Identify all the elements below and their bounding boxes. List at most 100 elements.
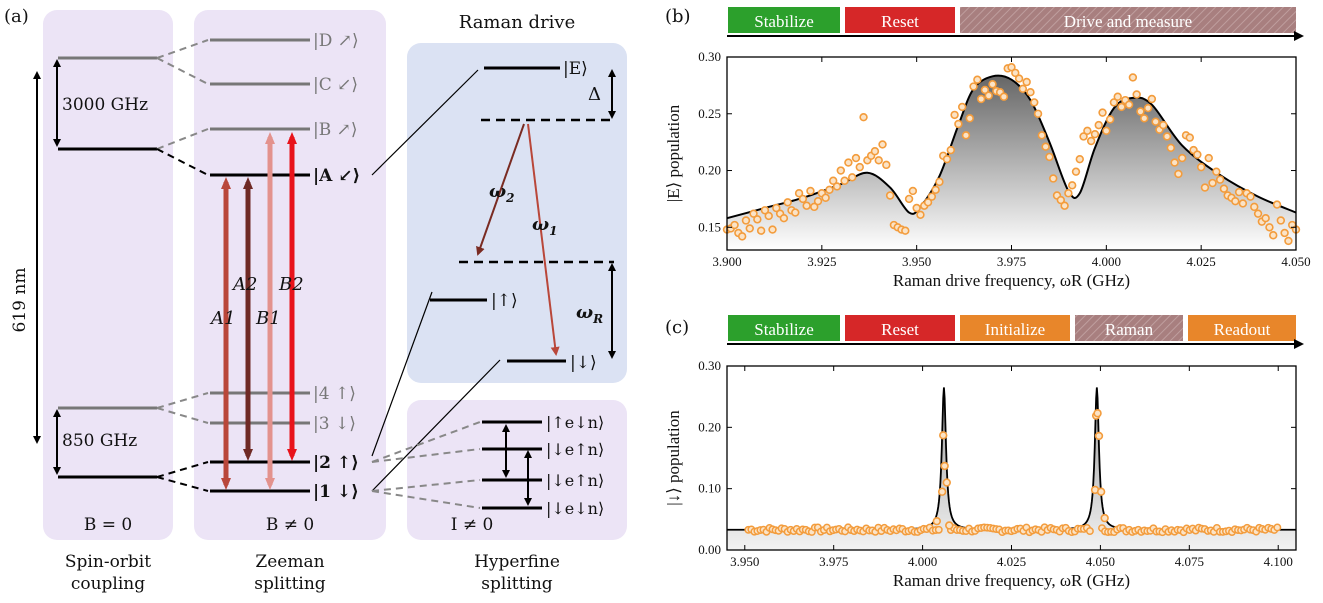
plot-b-data-point: [1079, 132, 1088, 141]
plot-b-xtick-label: 4.000: [1092, 254, 1121, 269]
panel-c-label: (c): [665, 317, 689, 338]
plot-b-xtick-label: 3.900: [712, 254, 741, 269]
plot-c-ytick-label: 0.10: [698, 481, 721, 496]
plot-b-data-point: [1056, 195, 1066, 205]
plot-b-data-point: [908, 186, 918, 196]
plot-c-data-point: [945, 521, 954, 530]
plot-b-data-point: [988, 80, 997, 89]
seq-c-raman-label: Raman: [1105, 320, 1154, 339]
plot-c-data-point: [932, 516, 942, 526]
omega1-arrow: [527, 123, 560, 356]
plot-b-data-point: [1170, 158, 1179, 167]
plot-b-data-point: [855, 162, 864, 172]
seq-c-reset: [845, 315, 955, 341]
plot-b-data-point: [874, 156, 883, 165]
plot-c-xtick-label: 3.950: [730, 554, 759, 569]
plot-b-data-point: [794, 189, 804, 198]
plot-b-ytick-label: 0.30: [698, 49, 721, 64]
plot-b-data-point: [1060, 201, 1069, 210]
plot-c-xtick-label: 4.025: [997, 554, 1026, 569]
zeeman-label-A: |A ↙⟩: [313, 166, 360, 186]
plot-b-data-point: [1045, 152, 1054, 162]
plot-b-data-point: [1219, 184, 1229, 193]
seq-b-drive: [960, 7, 1296, 33]
seq-c-stabilize-label: Stabilize: [754, 320, 813, 339]
plot-b-data-point: [813, 196, 823, 206]
plot-b-data-point: [1159, 120, 1168, 130]
plot-c-ylabel: |↓⟩ population: [664, 410, 683, 506]
plot-b-data-point: [984, 91, 993, 100]
plot-b-data-point: [1231, 196, 1240, 206]
plot-b-data-point: [1276, 216, 1286, 225]
plot-b-data-point: [1033, 109, 1043, 118]
plot-b-data-point: [737, 232, 747, 241]
plot-b-ytick-label: 0.20: [698, 163, 721, 178]
soc-title-1: Spin-orbit: [65, 552, 151, 572]
plot-b-ytick-label: 0.25: [698, 106, 721, 121]
plot-c-data-point: [1273, 523, 1282, 532]
plot-b-data-point: [1269, 231, 1278, 240]
connector-2-to-up: [371, 291, 433, 457]
plot-b-data-point: [969, 82, 978, 91]
label-A1: A1: [209, 308, 235, 329]
plot-c-ytick-label: 0.00: [698, 542, 721, 557]
plot-b-data-point: [844, 158, 853, 167]
plot-b-data-point: [772, 203, 781, 213]
soc-field-label: B = 0: [84, 515, 132, 535]
plot-b-data-point: [821, 193, 830, 202]
plot-b-data-point: [973, 75, 982, 84]
plot-b-data-point: [791, 208, 800, 217]
plot-b-data-point: [768, 225, 777, 234]
seq-b-stabilize-label: Stabilize: [754, 12, 813, 31]
plot-b-data-point: [916, 210, 925, 220]
plot-b-data-point: [1234, 187, 1244, 197]
plot-b-data-point: [1174, 169, 1183, 179]
plot-b-data-point: [836, 166, 845, 175]
plot-c-data-point: [940, 461, 949, 471]
plot-b-data-point: [1140, 114, 1149, 123]
plot-b-data-point: [1083, 126, 1092, 135]
zeeman-hyperfine-connectors: [371, 421, 481, 509]
sequence-bar-b: Stabilize Reset Drive and measure: [727, 7, 1304, 41]
plot-b-data-point: [1117, 102, 1126, 112]
hyperfine-title-2: splitting: [481, 574, 553, 594]
plot-b-data-point: [760, 206, 770, 215]
seq-c-stabilize: [728, 315, 840, 341]
plot-b-data-point: [1196, 162, 1206, 172]
optical-transitions: [221, 132, 297, 490]
plot-b-data-point: [1102, 126, 1111, 135]
plot-b-xtick-label: 3.950: [902, 254, 931, 269]
seq-c-initialize: [960, 315, 1070, 341]
plot-b-data-point: [730, 220, 739, 230]
plot-b-data-point: [749, 209, 758, 218]
plot-b-data-point: [935, 177, 944, 187]
plot-b-xtick-label: 4.050: [1281, 254, 1310, 269]
hyperfine-label-2: |↓e↑n⟩: [546, 440, 604, 459]
plot-b-data-point: [1284, 236, 1293, 246]
label-B2: B2: [278, 274, 304, 295]
plot-b-data-point: [1212, 167, 1221, 176]
plot-b-ylabel: |E⟩ population: [664, 104, 683, 202]
plot-c-xtick-label: 3.975: [819, 554, 848, 569]
plot-b-data-point: [1151, 117, 1160, 126]
plot-b-data-point: [931, 185, 940, 195]
plot-b-data-point: [1018, 84, 1028, 93]
plot-b-data-point: [1185, 133, 1194, 142]
plot-c-xlabel: Raman drive frequency, ωR (GHz): [893, 571, 1130, 590]
plot-b-data-point: [1272, 200, 1282, 209]
plot-b-data-point: [1246, 192, 1255, 201]
plot-b-data-point: [847, 173, 857, 182]
plot-c-ytick-label: 0.30: [698, 358, 721, 373]
plot-b-data-point: [1215, 175, 1225, 184]
plot-c-xtick-label: 4.100: [1264, 554, 1293, 569]
plot-c-data-point: [1085, 527, 1094, 536]
plot-b-data-point: [885, 191, 895, 200]
plot-b-data-point: [1086, 136, 1096, 146]
plot-b-data-point: [1075, 154, 1084, 164]
plot-b-data-point: [810, 202, 819, 212]
plot-b-data-point: [927, 192, 937, 201]
plot-b-data-point: [946, 145, 956, 155]
soc-zeeman-connectors-black: [156, 148, 209, 492]
plot-b-data-point: [1098, 108, 1107, 117]
